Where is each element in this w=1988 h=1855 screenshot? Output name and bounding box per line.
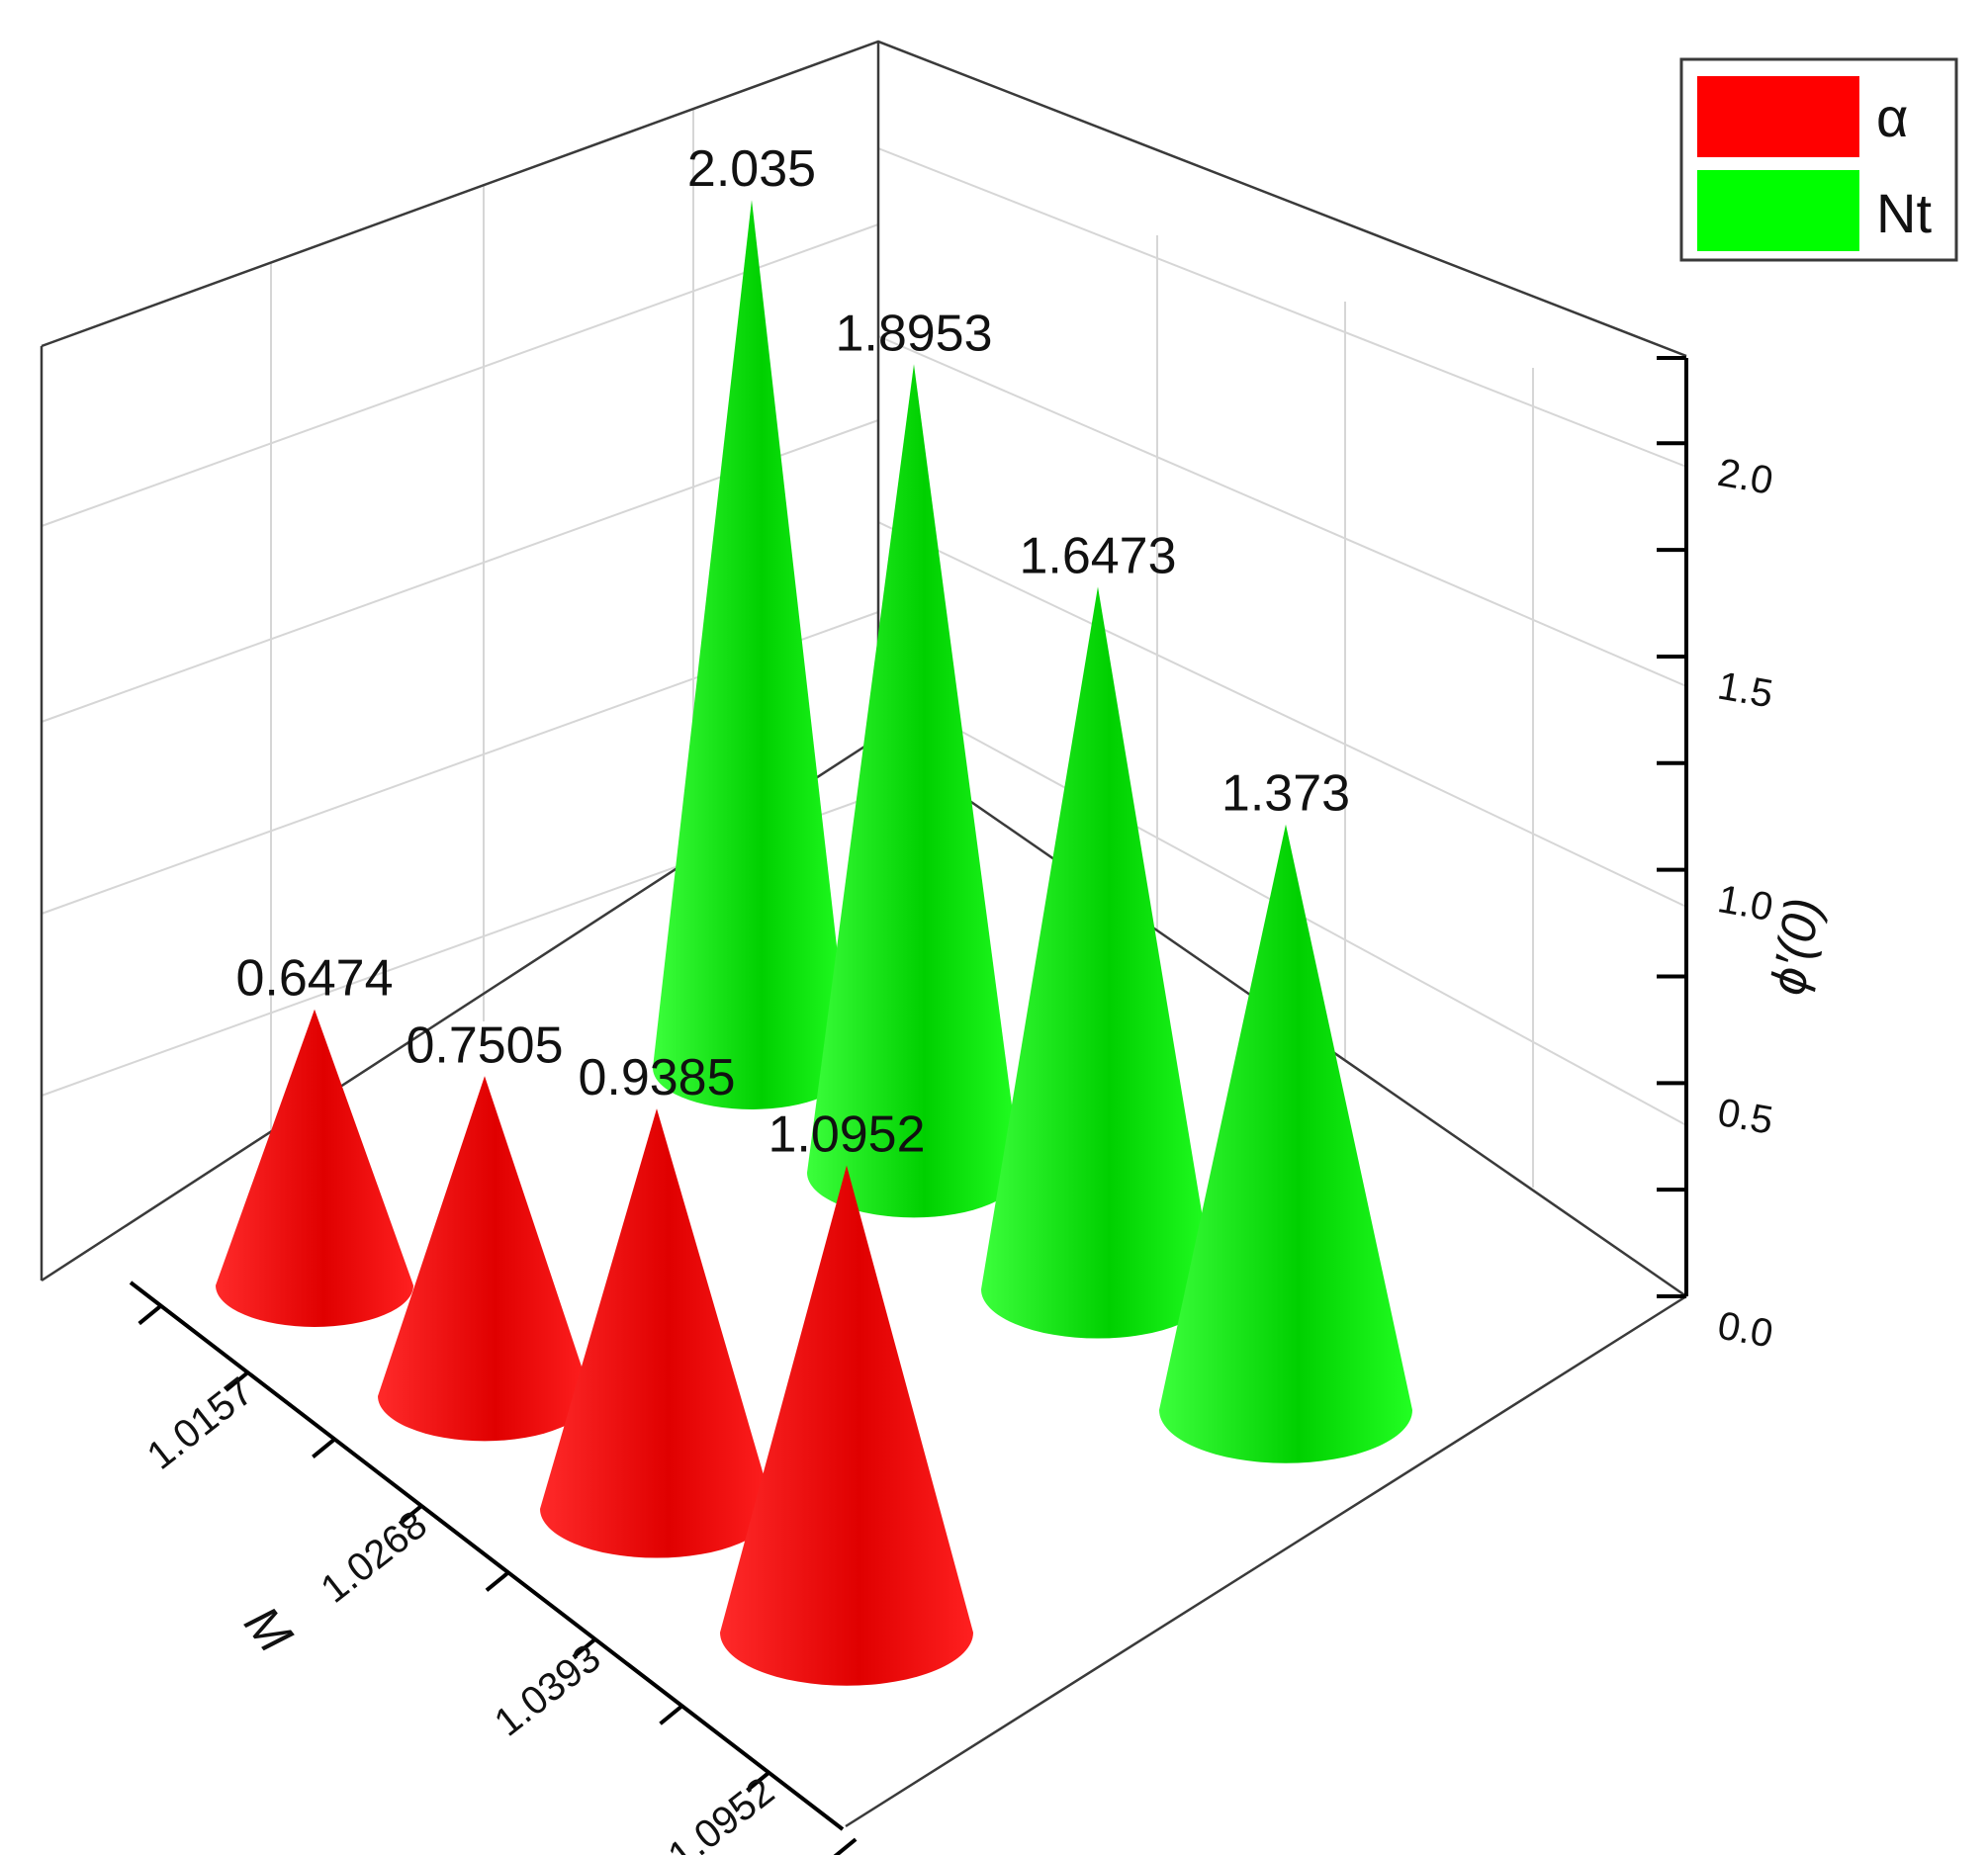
cone-nt-1.0157 (653, 200, 851, 1109)
value-label: 0.9385 (578, 1049, 735, 1106)
z-axis: ϕ′(0) 0.00.51.01.52.0 (1657, 356, 1831, 1357)
m-tick (312, 1437, 336, 1459)
cone-nt-1.0393 (981, 586, 1215, 1339)
cone-nt-1.0268 (807, 364, 1021, 1218)
value-label: 1.0952 (768, 1106, 925, 1164)
z-tick-label: 2.0 (1714, 451, 1775, 503)
m-tick (485, 1570, 510, 1592)
cones (216, 200, 1412, 1686)
legend-label-nt: Nt (1876, 182, 1932, 244)
cone-alpha-1.0268 (378, 1076, 591, 1442)
z-tick-label: 0.0 (1714, 1304, 1775, 1357)
z-tick-label: 1.5 (1714, 663, 1775, 716)
value-label: 2.035 (687, 140, 816, 198)
gridline (877, 335, 1687, 687)
m-tick-label: 1.0393 (487, 1636, 608, 1745)
m-tick-label: 1.0952 (661, 1769, 782, 1855)
m-tick (137, 1304, 162, 1326)
cone-alpha-1.0157 (216, 1009, 413, 1327)
gridline (877, 521, 1687, 908)
m-tick (659, 1704, 683, 1725)
m-tick (398, 1504, 423, 1526)
value-label: 0.7505 (406, 1016, 563, 1074)
cone-alpha-1.0393 (540, 1108, 773, 1558)
m-tick-label: 1.0268 (313, 1503, 434, 1612)
value-label: 1.6473 (1019, 527, 1176, 584)
z-tick-label: 1.0 (1714, 877, 1775, 929)
value-label: 1.8953 (835, 305, 992, 362)
m-tick-label: 1.0157 (139, 1369, 261, 1478)
legend-label-alpha: α (1876, 86, 1908, 148)
m-tick (572, 1637, 597, 1659)
cone-alpha-1.0952 (720, 1165, 973, 1686)
legend-swatch-alpha (1697, 76, 1859, 157)
m-tick (225, 1370, 249, 1392)
value-label: 1.373 (1221, 765, 1350, 823)
value-label: 0.6474 (235, 950, 393, 1008)
m-axis-title: M (234, 1596, 304, 1663)
legend: α Nt (1679, 57, 1958, 262)
z-tick-label: 0.5 (1714, 1091, 1775, 1143)
cone-nt-1.0952 (1159, 824, 1412, 1463)
m-tick (833, 1837, 858, 1855)
gridline (877, 147, 1687, 468)
gridline (41, 223, 879, 527)
m-tick (746, 1771, 770, 1793)
legend-swatch-nt (1697, 170, 1859, 251)
